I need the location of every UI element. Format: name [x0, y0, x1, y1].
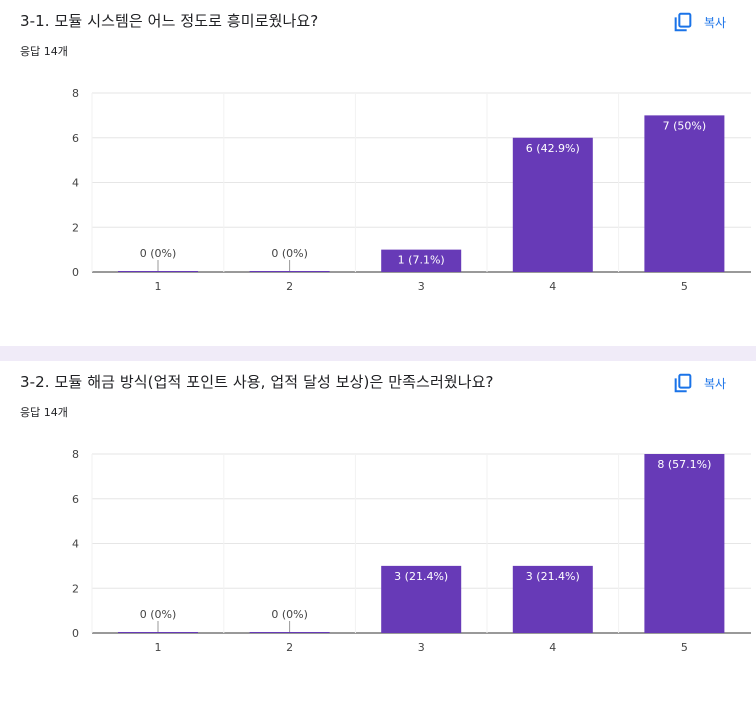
- bar: [512, 137, 593, 272]
- question-card: 3-2. 모듈 해금 방식(업적 포인트 사용, 업적 달성 보상)은 만족스러…: [0, 361, 756, 708]
- data-label: 3 (21.4%): [394, 570, 448, 583]
- y-tick-label: 4: [72, 538, 79, 551]
- bar: [512, 565, 593, 633]
- bar-chart: 0 2 4 6 8 0 (0%) 1 0 (0%) 2 3 (21.4%) 3 3 (21.4%) 4 8…: [72, 448, 751, 654]
- x-tick-label: 5: [681, 280, 688, 293]
- y-tick-label: 0: [72, 627, 79, 640]
- x-tick-label: 4: [549, 280, 556, 293]
- data-label: 6 (42.9%): [526, 142, 580, 155]
- bar: [644, 115, 725, 272]
- bar: [644, 454, 725, 633]
- data-label: 0 (0%): [140, 608, 177, 621]
- data-label: 0 (0%): [271, 608, 308, 621]
- copy-button[interactable]: 복사: [672, 6, 726, 38]
- question-title: 3-1. 모듈 시스템은 어느 정도로 흥미로웠나요?: [20, 12, 319, 30]
- x-tick-label: 3: [418, 641, 425, 654]
- y-tick-label: 2: [72, 582, 79, 595]
- x-tick-label: 2: [286, 280, 293, 293]
- y-tick-label: 8: [72, 87, 79, 100]
- y-tick-label: 6: [72, 493, 79, 506]
- x-tick-label: 4: [549, 641, 556, 654]
- y-tick-label: 8: [72, 448, 79, 461]
- copy-button[interactable]: 복사: [672, 367, 726, 399]
- copy-icon: [674, 12, 692, 32]
- data-label: 1 (7.1%): [398, 254, 445, 267]
- data-label: 3 (21.4%): [526, 570, 580, 583]
- data-label: 0 (0%): [140, 247, 177, 260]
- copy-label: 복사: [704, 15, 727, 30]
- question-card: 3-1. 모듈 시스템은 어느 정도로 흥미로웠나요? 응답 14개 복사 0 2…: [0, 0, 756, 346]
- copy-label: 복사: [704, 376, 727, 391]
- y-tick-label: 6: [72, 132, 79, 145]
- question-title: 3-2. 모듈 해금 방식(업적 포인트 사용, 업적 달성 보상)은 만족스러…: [20, 373, 494, 391]
- response-count: 응답 14개: [20, 45, 68, 58]
- x-tick-label: 3: [418, 280, 425, 293]
- y-tick-label: 0: [72, 266, 79, 279]
- x-tick-label: 1: [155, 280, 162, 293]
- x-tick-label: 1: [155, 641, 162, 654]
- bar: [381, 565, 462, 633]
- data-label: 7 (50%): [663, 119, 707, 132]
- copy-icon: [674, 373, 692, 393]
- x-tick-label: 5: [681, 641, 688, 654]
- x-tick-label: 2: [286, 641, 293, 654]
- response-count: 응답 14개: [20, 406, 68, 419]
- data-label: 8 (57.1%): [657, 458, 711, 471]
- bar: [381, 249, 462, 272]
- bar-chart: 0 2 4 6 8 0 (0%) 1 0 (0%) 2 1 (7.1%) 3 6 (42.9%) 4 7 …: [72, 87, 751, 293]
- y-tick-label: 2: [72, 221, 79, 234]
- data-label: 0 (0%): [271, 247, 308, 260]
- y-tick-label: 4: [72, 177, 79, 190]
